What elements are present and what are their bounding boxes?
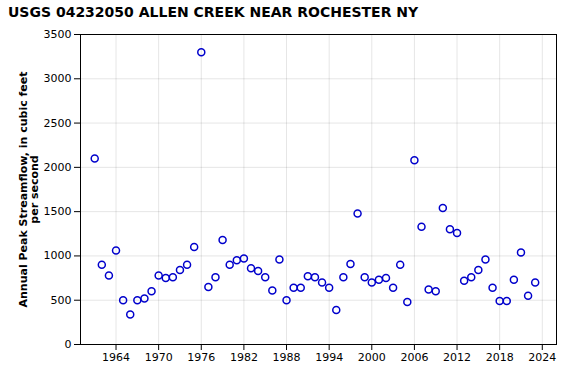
svg-text:3000: 3000 [44,72,72,85]
svg-text:2024: 2024 [528,351,556,364]
svg-text:2000: 2000 [358,351,386,364]
svg-text:2018: 2018 [486,351,514,364]
svg-text:500: 500 [51,294,72,307]
svg-text:2500: 2500 [44,117,72,130]
svg-text:1964: 1964 [102,351,130,364]
svg-text:1500: 1500 [44,205,72,218]
svg-text:1982: 1982 [230,351,258,364]
svg-text:1994: 1994 [315,351,343,364]
html-text:USGS 04232050 ALLEN CREEK NEAR: USGS 04232050 ALLEN CREEK NEAR ROCHESTER… [8,4,419,20]
svg-text:3500: 3500 [44,28,72,41]
svg-text:2000: 2000 [44,161,72,174]
svg-text:2006: 2006 [400,351,428,364]
svg-text:1976: 1976 [187,351,215,364]
svg-text:1988: 1988 [273,351,301,364]
svg-text:Annual Peak Streamflow, in cub: Annual Peak Streamflow, in cubic feetper… [17,72,41,308]
svg-text:1000: 1000 [44,249,72,262]
svg-text:2012: 2012 [443,351,471,364]
svg-text:0: 0 [65,338,72,351]
svg-text:1970: 1970 [145,351,173,364]
